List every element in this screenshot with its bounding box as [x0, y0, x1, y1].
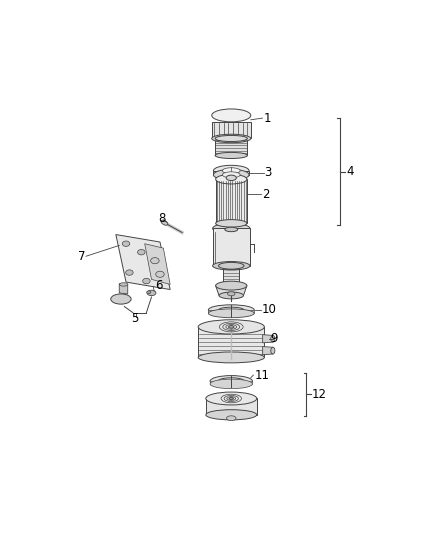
- Ellipse shape: [156, 271, 164, 277]
- Polygon shape: [212, 122, 251, 139]
- Ellipse shape: [215, 281, 247, 290]
- Ellipse shape: [147, 291, 151, 294]
- Polygon shape: [213, 171, 249, 175]
- Ellipse shape: [227, 292, 235, 296]
- Text: 2: 2: [262, 188, 270, 201]
- Ellipse shape: [212, 134, 251, 143]
- Ellipse shape: [215, 174, 247, 184]
- Ellipse shape: [206, 392, 257, 405]
- Ellipse shape: [213, 165, 249, 176]
- Polygon shape: [215, 179, 247, 223]
- Ellipse shape: [120, 282, 128, 286]
- Polygon shape: [145, 244, 170, 285]
- Polygon shape: [119, 284, 128, 294]
- Polygon shape: [223, 266, 240, 287]
- Ellipse shape: [226, 416, 236, 421]
- Text: 5: 5: [131, 312, 139, 325]
- Ellipse shape: [126, 270, 133, 275]
- Ellipse shape: [226, 175, 237, 181]
- Ellipse shape: [223, 172, 240, 178]
- Text: 7: 7: [78, 250, 85, 263]
- Ellipse shape: [208, 309, 254, 318]
- Polygon shape: [198, 327, 265, 358]
- Polygon shape: [212, 229, 250, 266]
- Text: 11: 11: [254, 369, 269, 382]
- Text: 4: 4: [346, 165, 353, 178]
- Ellipse shape: [215, 152, 247, 158]
- Ellipse shape: [151, 257, 159, 264]
- Ellipse shape: [198, 320, 265, 334]
- Polygon shape: [208, 310, 254, 313]
- Text: 3: 3: [265, 166, 272, 179]
- Text: 1: 1: [264, 111, 271, 125]
- Ellipse shape: [138, 249, 145, 255]
- Polygon shape: [263, 346, 273, 354]
- Ellipse shape: [271, 335, 275, 342]
- Text: 12: 12: [312, 387, 327, 401]
- Ellipse shape: [218, 378, 244, 385]
- Ellipse shape: [212, 109, 251, 122]
- Text: 6: 6: [155, 279, 162, 292]
- Ellipse shape: [225, 227, 238, 232]
- Ellipse shape: [210, 376, 252, 387]
- Polygon shape: [215, 286, 247, 295]
- Ellipse shape: [213, 169, 249, 180]
- Ellipse shape: [212, 223, 250, 233]
- Ellipse shape: [219, 262, 244, 269]
- Text: 9: 9: [270, 332, 278, 345]
- Polygon shape: [215, 139, 247, 156]
- Text: 10: 10: [262, 303, 277, 317]
- Ellipse shape: [212, 262, 250, 270]
- Ellipse shape: [219, 307, 244, 313]
- Polygon shape: [263, 335, 273, 343]
- Ellipse shape: [161, 220, 168, 225]
- Ellipse shape: [210, 379, 252, 389]
- Polygon shape: [210, 381, 252, 384]
- Ellipse shape: [229, 326, 234, 328]
- Text: 8: 8: [158, 213, 166, 225]
- Ellipse shape: [111, 294, 131, 304]
- Ellipse shape: [271, 347, 275, 354]
- Ellipse shape: [147, 290, 156, 296]
- Ellipse shape: [223, 168, 240, 174]
- Polygon shape: [206, 399, 257, 415]
- Polygon shape: [116, 235, 170, 289]
- Ellipse shape: [143, 278, 150, 284]
- Ellipse shape: [122, 241, 130, 246]
- Ellipse shape: [215, 135, 247, 142]
- Ellipse shape: [215, 220, 247, 227]
- Ellipse shape: [219, 292, 244, 299]
- Ellipse shape: [198, 352, 265, 363]
- Ellipse shape: [206, 410, 257, 420]
- Ellipse shape: [208, 305, 254, 315]
- Ellipse shape: [229, 398, 233, 399]
